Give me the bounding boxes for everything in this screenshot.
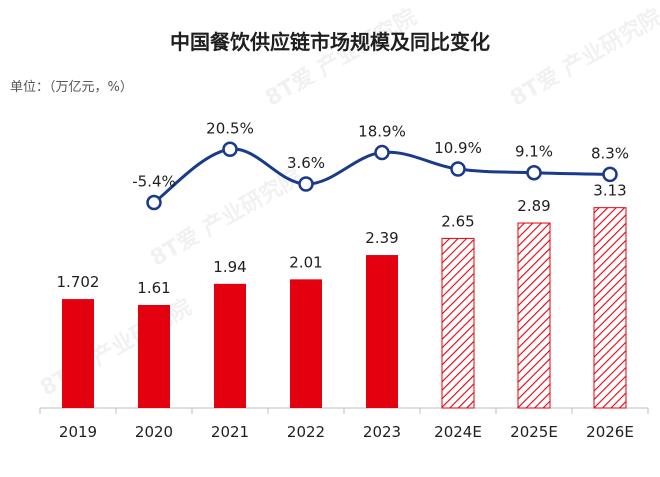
x-tick-label-2026E: 2026E [586, 423, 634, 441]
bar-2022 [290, 279, 322, 408]
bar-value-label-2022: 2.01 [289, 253, 322, 271]
bar-2021 [214, 283, 246, 408]
growth-label-2026E: 8.3% [591, 144, 629, 162]
bar-value-label-2019: 1.702 [57, 273, 100, 291]
growth-label-2023: 18.9% [358, 123, 406, 141]
bar-2023 [366, 255, 398, 408]
x-tick-label-2019: 2019 [59, 423, 97, 441]
bar-value-label-2025E: 2.89 [517, 197, 550, 215]
unit-label: 单位：（万亿元，%） [10, 80, 133, 95]
bar-value-label-2020: 1.61 [137, 279, 170, 297]
bar-value-label-2021: 1.94 [213, 258, 246, 276]
x-tick-label-2020: 2020 [135, 423, 173, 441]
growth-label-2020: -5.4% [132, 173, 176, 191]
bar-value-label-2026E: 3.13 [593, 182, 626, 200]
bar-2020 [138, 304, 170, 408]
growth-point-2026E [602, 166, 618, 183]
growth-label-2022: 3.6% [287, 154, 325, 172]
x-tick-label-2025E: 2025E [510, 423, 558, 441]
bar-2026E [593, 207, 627, 409]
x-tick-label-2024E: 2024E [434, 423, 482, 441]
x-tick-label-2023: 2023 [363, 423, 401, 441]
chart-title: 中国餐饮供应链市场规模及同比变化 [170, 30, 490, 54]
x-tick-label-2021: 2021 [211, 423, 249, 441]
growth-label-2024E: 10.9% [434, 139, 482, 157]
growth-point-2020 [146, 194, 162, 211]
bar-value-label-2024E: 2.65 [441, 212, 474, 230]
x-tick-label-2022: 2022 [287, 423, 325, 441]
bar-value-label-2023: 2.39 [365, 229, 398, 247]
bar-2019 [62, 299, 94, 408]
growth-point-2022 [298, 176, 314, 192]
growth-point-2024E [450, 161, 466, 177]
growth-label-2021: 20.5% [206, 119, 254, 137]
growth-point-2023 [374, 144, 390, 161]
growth-point-2025E [526, 164, 542, 181]
growth-label-2025E: 9.1% [515, 143, 553, 161]
bar-2024E [441, 237, 475, 409]
bar-2025E [517, 222, 551, 409]
growth-point-2021 [222, 141, 238, 158]
